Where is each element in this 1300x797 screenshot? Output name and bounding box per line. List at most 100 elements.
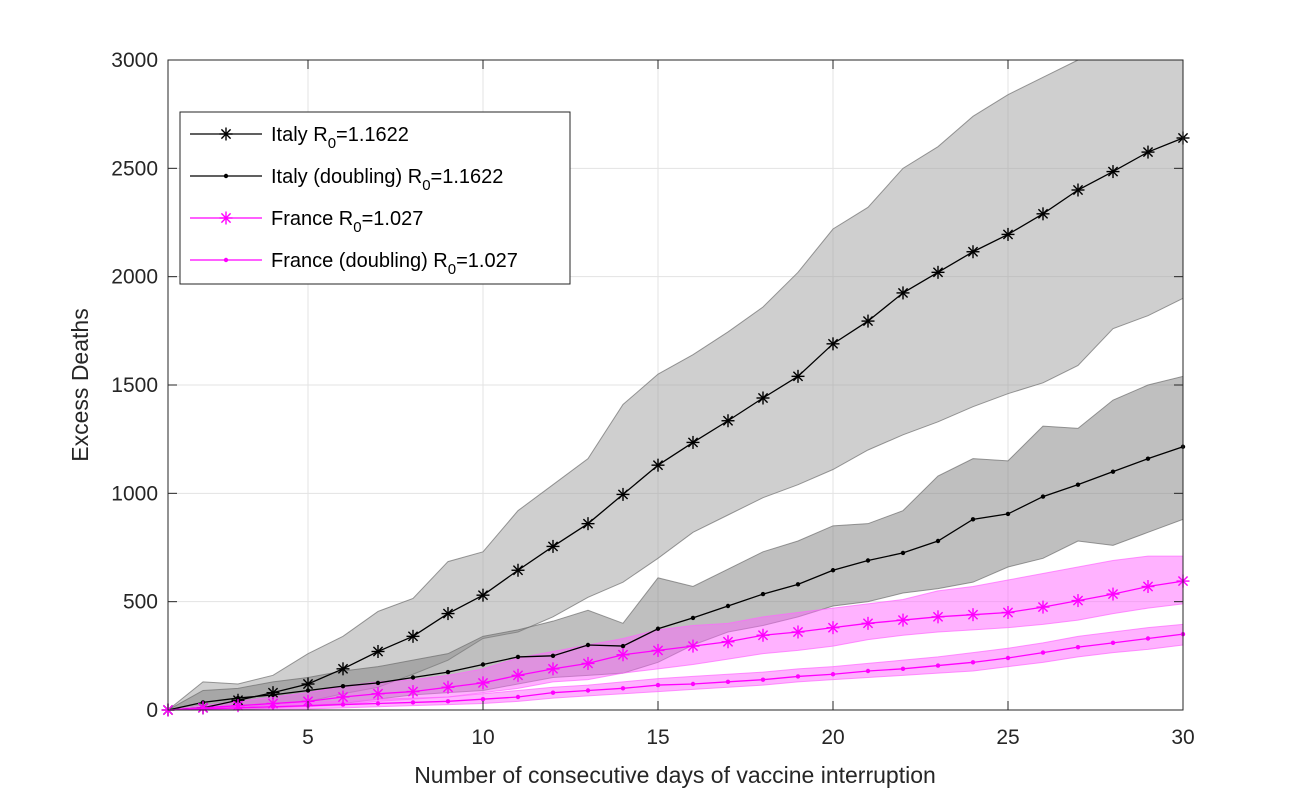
data-point-series-2 [760,591,766,597]
y-axis-ticks: 0 500 1000 1500 2000 2500 3000 [111,49,1183,722]
data-point-series-1 [966,245,980,259]
confidence-band-3 [168,555,1183,710]
data-point-series-4 [865,668,871,674]
data-point-series-2 [235,695,241,701]
data-point-series-3 [721,635,735,649]
y-tick-label: 1500 [111,374,158,397]
data-point-series-4 [480,696,486,702]
data-point-series-4 [1075,644,1081,650]
y-tick-label: 3000 [111,49,158,72]
series-line-4 [167,633,1184,711]
data-point-series-4 [550,690,556,695]
legend: Italy R0=1.1622 Italy (doubling) R0=1.162… [179,111,571,285]
data-point-series-4 [375,701,381,706]
data-point-series-1 [1106,165,1120,179]
x-tick-label: 15 [646,726,669,749]
data-point-series-3 [756,628,770,642]
y-tick-label: 1000 [111,482,158,505]
data-point-series-2 [1005,511,1011,517]
data-point-series-1 [511,563,525,577]
series-line-3 [167,580,1184,711]
data-point-series-3 [1106,587,1120,601]
data-point-series-2 [515,654,521,660]
data-point-series-1 [1001,227,1015,241]
confidence-band-4 [168,623,1183,710]
data-point-series-3 [581,656,595,670]
data-point-series-2 [305,688,311,693]
data-point-series-2 [900,550,906,556]
data-point-series-2 [655,626,661,631]
data-point-series-1 [441,607,455,621]
data-point-series-4 [340,702,346,707]
series-lines [167,137,1184,711]
y-tick-label: 0 [146,699,158,722]
y-tick-label: 2500 [111,157,158,180]
data-point-series-4 [830,672,836,677]
data-point-series-3 [686,639,700,653]
data-point-series-3 [896,613,910,627]
data-point-series-4 [1110,640,1116,646]
data-point-series-4 [515,694,521,700]
data-point-series-2 [970,517,976,522]
confidence-bands [168,60,1183,710]
legend-marker-4 [223,257,229,263]
data-point-series-3 [651,643,665,657]
data-point-series-2 [830,568,836,573]
data-point-series-2 [410,675,416,680]
legend-marker-3 [219,211,233,225]
data-point-series-3 [791,625,805,639]
legend-label-2: Italy (doubling) R0=1.1622 [271,166,503,194]
data-point-series-2 [480,662,486,667]
data-point-series-3 [1071,594,1085,608]
data-point-series-4 [620,686,626,691]
data-point-series-3 [966,608,980,622]
data-point-series-1 [686,435,700,449]
data-point-series-1 [756,391,770,405]
data-point-series-1 [1141,145,1155,159]
data-point-series-1 [336,662,350,676]
data-point-series-4 [445,699,451,704]
data-point-series-3 [1141,580,1155,593]
data-point-series-1 [371,645,385,658]
x-tick-label: 20 [821,726,844,749]
y-tick-label: 500 [123,591,158,614]
data-point-series-4 [900,666,906,672]
data-point-series-4 [690,681,696,687]
data-point-series-1 [721,414,735,428]
data-point-series-1 [581,517,595,531]
y-tick-label: 2000 [111,266,158,289]
data-point-series-4 [410,700,416,705]
series-markers [161,131,1190,717]
legend-label-1: Italy R0=1.1622 [271,124,409,152]
series-line-1 [167,137,1184,711]
x-tick-label: 30 [1171,726,1194,749]
data-point-series-2 [1145,456,1151,461]
x-axis-ticks: 5 10 15 20 25 30 [302,60,1195,749]
data-point-series-1 [861,314,875,328]
legend-label-4: France (doubling) R0=1.027 [271,250,518,278]
data-point-series-2 [795,582,801,587]
data-point-series-3 [1001,606,1015,619]
data-point-series-3 [266,697,280,710]
series-line-2 [167,446,1184,711]
x-tick-label: 5 [302,726,314,749]
data-point-series-1 [651,458,665,472]
data-point-series-1 [931,265,945,279]
data-point-series-4 [270,704,276,709]
data-point-series-4 [1145,636,1151,641]
data-point-series-4 [795,674,801,679]
data-point-series-2 [1075,482,1081,487]
data-point-series-2 [1040,494,1046,499]
x-tick-label: 25 [996,726,1019,749]
data-point-series-4 [235,705,241,711]
data-point-series-4 [1005,655,1011,661]
data-point-series-3 [511,668,525,682]
data-point-series-1 [826,337,840,351]
data-point-series-1 [406,629,420,643]
legend-marker-2 [223,173,229,179]
data-point-series-2 [585,642,591,648]
data-point-series-3 [826,621,840,635]
data-point-series-3 [476,676,490,690]
data-point-series-4 [1040,650,1046,655]
